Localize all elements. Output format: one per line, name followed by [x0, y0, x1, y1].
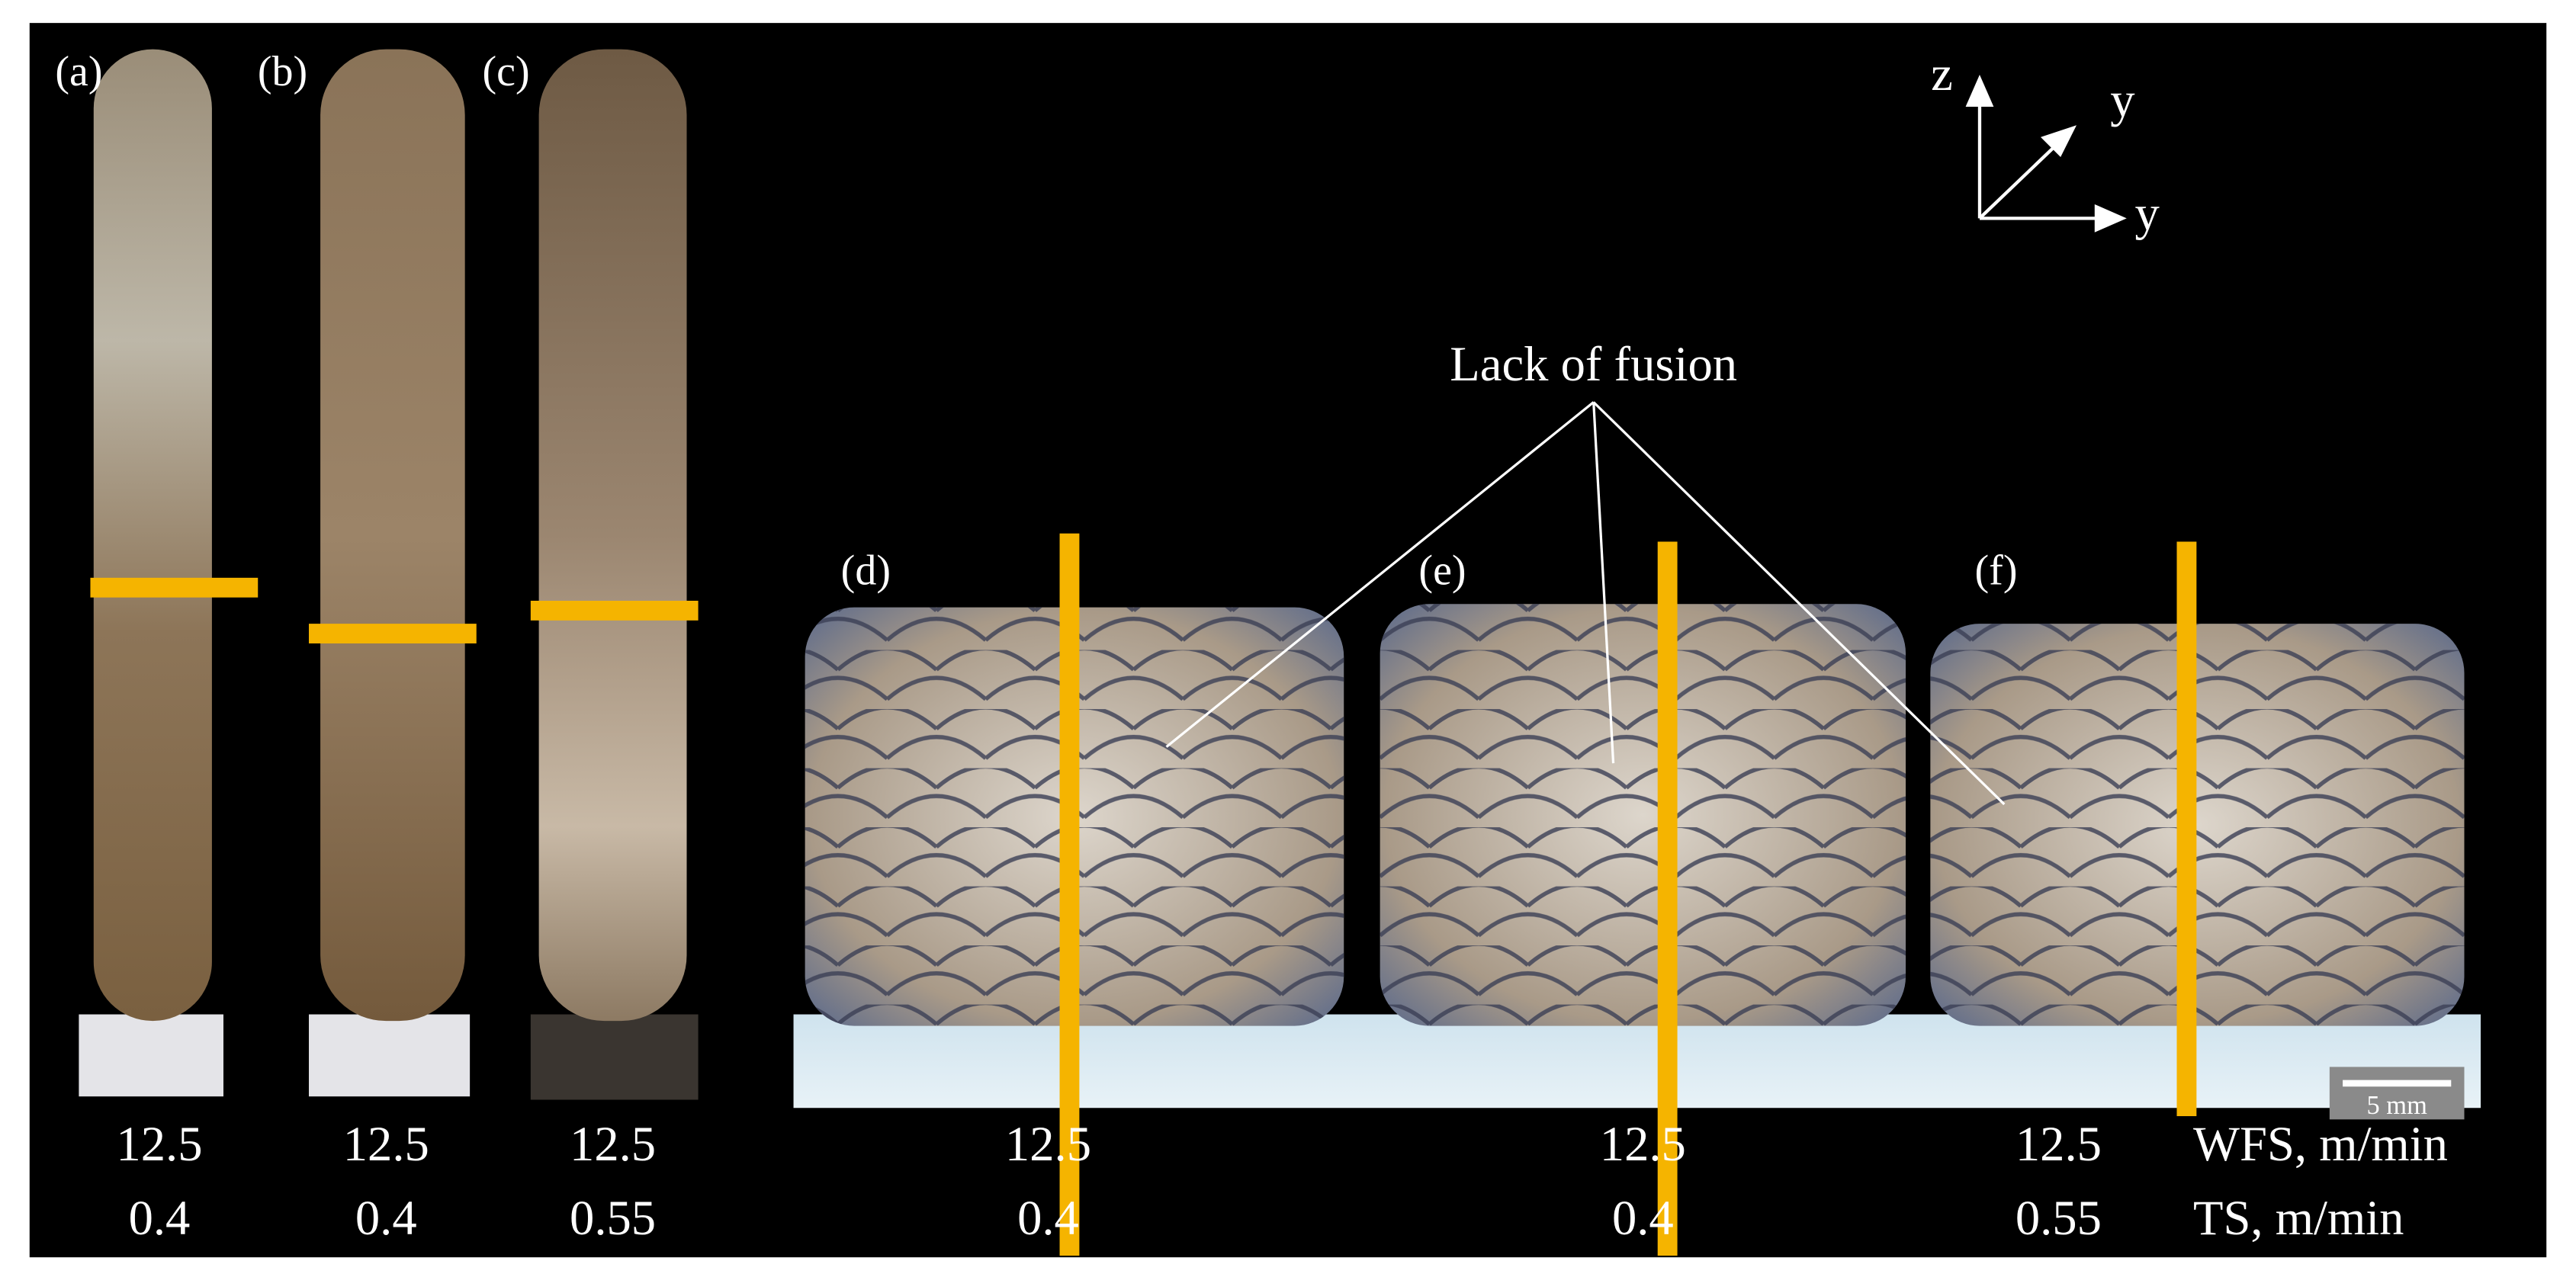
wfs-value: 12.5 [1005, 1116, 1091, 1171]
axis-label: z [1931, 46, 1953, 101]
scale-bar-label: 5 mm [2366, 1091, 2427, 1120]
annotation: Lack of fusion [1450, 336, 1737, 391]
ts-value: 0.4 [1017, 1190, 1079, 1245]
panel-label: (f) [1975, 547, 2018, 594]
wfs-value: 12.5 [1600, 1116, 1686, 1171]
ts-value: 0.4 [355, 1190, 417, 1245]
substrate [79, 1014, 223, 1097]
axis-label: y [2110, 72, 2135, 127]
wfs-value: 12.5 [570, 1116, 656, 1171]
panel-label: (c) [482, 48, 529, 95]
panel-label: (a) [55, 48, 102, 95]
wfs-value: 12.5 [2016, 1116, 2102, 1171]
wall-sample [93, 49, 212, 1022]
panel-label: (d) [841, 547, 891, 594]
axis-label: y [2135, 185, 2160, 240]
wfs-value: 12.5 [343, 1116, 429, 1171]
substrate [309, 1014, 471, 1097]
substrate [793, 1014, 2481, 1109]
wall-sample [538, 49, 687, 1022]
cut-marker [1059, 533, 1080, 1256]
bead-pattern [1380, 604, 1906, 1026]
wfs-value: 12.5 [116, 1116, 202, 1171]
bead-pattern [1930, 624, 2465, 1026]
panel-label: (b) [258, 48, 307, 95]
cut-marker [1657, 541, 1678, 1256]
cut-marker [90, 577, 259, 598]
ts-value: 0.55 [2016, 1190, 2102, 1245]
ts-value: 0.4 [129, 1190, 191, 1245]
ts-value: 0.55 [570, 1190, 656, 1245]
leader-lines [1165, 401, 2006, 806]
axes-icon [1965, 74, 2127, 233]
panel-label: (e) [1418, 547, 1466, 594]
panel-texts: (a) 12.5 0.4 (b) 12.5 0.4 (c) 12.5 0.55 (d) 12.5 0.… [55, 48, 2102, 1245]
cut-marker [309, 624, 477, 643]
row-label: TS, m/min [2193, 1190, 2404, 1245]
row-label: WFS, m/min [2193, 1116, 2448, 1171]
wall-sample [320, 49, 465, 1022]
ts-value: 0.4 [1612, 1190, 1674, 1245]
substrate [530, 1014, 699, 1100]
cut-marker [2176, 541, 2197, 1117]
cut-marker [530, 600, 699, 621]
scale-bar-box [2329, 1067, 2465, 1120]
